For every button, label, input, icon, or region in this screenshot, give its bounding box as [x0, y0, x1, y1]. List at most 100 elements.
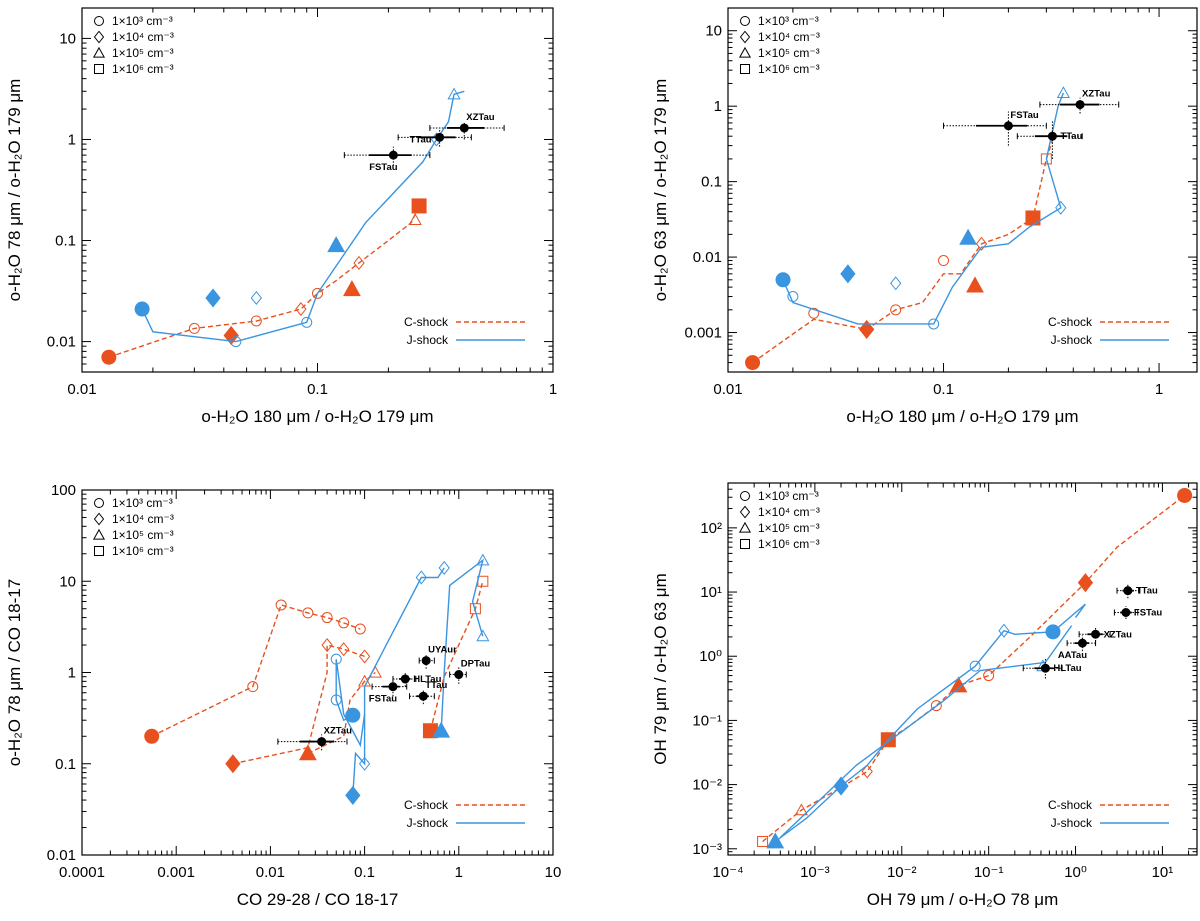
obs-marker [1077, 638, 1087, 648]
y-tick-label: 10 [59, 30, 76, 47]
y-tick-label: 10⁻² [692, 777, 722, 794]
jshock-line [782, 92, 1065, 325]
cshock-triangle-marker [298, 744, 317, 761]
jshock-line [141, 90, 465, 343]
obs-marker [435, 132, 445, 142]
legend-density-label: 1×10⁵ cm⁻³ [758, 521, 820, 535]
x-tick-label: 0.1 [933, 381, 954, 398]
cshock-diamond-marker [859, 319, 875, 339]
obs-label: TTau [410, 134, 432, 145]
x-tick-label: 10⁻¹ [974, 864, 1004, 881]
jshock-triangle-marker [447, 87, 461, 100]
jshock-line [352, 567, 445, 796]
obs-label: TTau [1060, 131, 1082, 142]
jshock-circle-marker [1045, 624, 1061, 640]
obs-label: XZTau [466, 112, 495, 123]
y-tick-label: 0.1 [55, 756, 76, 773]
x-tick-label: 0.0001 [59, 864, 105, 881]
obs-label: UYAur [428, 645, 457, 656]
jshock-diamond-marker [840, 264, 856, 284]
jshock-triangle-marker [1056, 86, 1071, 98]
legend-model-label: C-shock [404, 315, 449, 329]
x-tick-label: 10⁰ [1064, 864, 1087, 881]
legend-square-symbol [740, 64, 750, 74]
obs-label: TTau [425, 680, 447, 691]
legend-density-label: 1×10⁶ cm⁻³ [758, 537, 820, 551]
y-tick-label: 10⁰ [699, 648, 722, 665]
legend-density-label: 1×10⁵ cm⁻³ [758, 46, 820, 60]
jshock-line [774, 603, 1086, 843]
panel-top-right-h2o63-vs-h2o180: 0.01 0.1 1 0.001 0.01 0.1 1 10 o-H₂O 180 μm / o-… [651, 7, 1198, 426]
axis-ticks [727, 7, 1197, 373]
legend-triangle-symbol [92, 528, 106, 540]
plot-area: XZTau TTau FSTau [101, 87, 505, 365]
model-legend: C-shock J-shock [1048, 798, 1169, 830]
x-tick-label: 10 [545, 864, 562, 881]
legend-circle-symbol [94, 498, 104, 508]
x-tick-label: 0.1 [307, 381, 328, 398]
obs-marker [388, 150, 398, 160]
cshock-line [232, 644, 365, 765]
obs-label: FSTau [369, 162, 398, 173]
x-axis-label: o-H₂O 180 μm / o-H₂O 179 μm [201, 407, 433, 426]
obs-label: HLTau [413, 674, 441, 685]
plot-area: UYAur HLTau DPTau FSTau TTau XZTau [144, 553, 491, 805]
y-tick-label: 10⁻¹ [692, 712, 722, 729]
legend-diamond-symbol [93, 512, 105, 526]
jshock-triangle-marker [327, 236, 346, 253]
cshock-diamond-marker [358, 649, 371, 664]
x-tick-label: 0.01 [713, 381, 742, 398]
y-tick-label: 0.001 [684, 325, 722, 342]
cshock-diamond-marker [861, 764, 873, 779]
jshock-diamond-marker [998, 623, 1010, 638]
legend-square-symbol [94, 64, 104, 74]
cshock-circle-marker [1177, 487, 1193, 503]
x-tick-label: 0.001 [157, 864, 195, 881]
cshock-circle-marker [144, 728, 160, 744]
jshock-diamond-marker [890, 276, 902, 291]
obs-marker [400, 674, 410, 684]
panel-top-left-h2o78-vs-h2o180: 0.01 0.1 1 0.01 0.1 1 10 o-H₂O 180 μm / o-H₂O 1… [5, 7, 557, 426]
obs-marker [459, 123, 469, 133]
legend-model-label: C-shock [1048, 798, 1093, 812]
obs-point-ttau: TTau [1116, 583, 1158, 599]
cshock-diamond-marker [338, 642, 350, 657]
cshock-diamond-marker [295, 301, 307, 317]
obs-point-ttau: TTau [397, 129, 472, 147]
axis-ticks [727, 482, 1197, 856]
cshock-triangle-marker [966, 276, 984, 293]
jshock-series [766, 603, 1086, 849]
x-tick-label: 10⁻⁴ [712, 864, 743, 881]
panel-bottom-right-oh79h2o63-vs-oh79h2o78: 10⁻⁴ 10⁻³ 10⁻² 10⁻¹ 10⁰ 10¹ 10⁻³ 10⁻² 10⁻¹ 10⁰ 10¹… [651, 482, 1198, 909]
jshock-circle-marker [345, 707, 361, 723]
jshock-diamond-marker [358, 756, 371, 771]
model-legend: C-shock J-shock [1048, 315, 1169, 347]
x-tick-label: 10⁻² [887, 864, 917, 881]
legend-triangle-symbol [738, 46, 752, 58]
x-tick-label: 1 [1155, 381, 1163, 398]
cshock-square-marker [411, 198, 427, 214]
x-tick-label: 0.1 [354, 864, 375, 881]
jshock-series [779, 625, 1073, 839]
cshock-triangle-marker [368, 665, 382, 678]
cshock-diamond-marker [1077, 573, 1094, 593]
jshock-series [134, 87, 465, 348]
obs-marker [1123, 586, 1133, 596]
obs-point-xztau: XZTau [277, 726, 352, 751]
cshock-line [752, 140, 1054, 364]
legend-density-label: 1×10³ cm⁻³ [112, 14, 173, 28]
legend-density-label: 1×10⁴ cm⁻³ [758, 505, 820, 519]
y-tick-label: 100 [51, 482, 76, 499]
legend-density-label: 1×10⁶ cm⁻³ [112, 62, 174, 76]
obs-label: DPTau [461, 659, 491, 670]
cshock-diamond-marker [353, 255, 365, 270]
y-tick-label: 10¹ [700, 584, 722, 601]
obs-point-fstau: FSTau [369, 678, 408, 705]
legend-density-label: 1×10³ cm⁻³ [758, 489, 819, 503]
obs-point-dptau: DPTau [449, 659, 491, 684]
cshock-square-marker [477, 575, 489, 587]
y-tick-label: 0.01 [47, 847, 76, 864]
x-tick-label: 1 [455, 864, 463, 881]
obs-marker [418, 691, 428, 701]
